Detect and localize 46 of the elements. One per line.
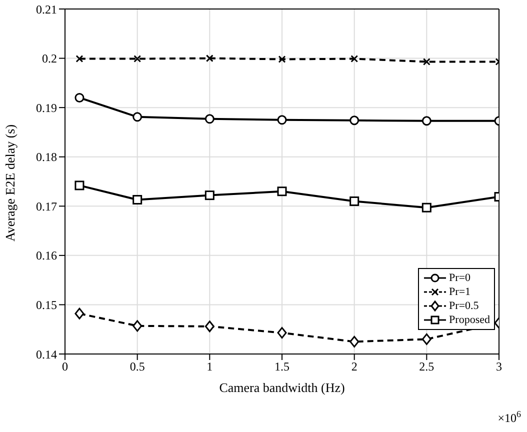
x-tick-label: 2 xyxy=(351,360,358,374)
y-tick-label: 0.15 xyxy=(36,298,57,312)
point xyxy=(278,56,286,64)
legend-label: Pr=0.5 xyxy=(449,300,479,312)
point xyxy=(277,327,287,339)
x-tick-label: 0 xyxy=(62,360,68,374)
y-tick-label: 0.14 xyxy=(36,347,57,362)
point xyxy=(277,115,287,125)
point xyxy=(350,196,360,206)
x-axis-title: Camera bandwidth (Hz) xyxy=(219,380,345,395)
x-tick-label: 2.5 xyxy=(419,360,434,374)
y-tick-label: 0.19 xyxy=(36,100,57,115)
point xyxy=(422,202,432,212)
point xyxy=(76,55,84,63)
x-tick-label: 1 xyxy=(206,360,213,374)
y-tick-label: 0.2 xyxy=(42,52,57,66)
point xyxy=(350,336,360,348)
point xyxy=(132,112,142,122)
point xyxy=(132,320,142,332)
y-tick-label: 0.16 xyxy=(36,248,57,263)
point xyxy=(422,116,432,126)
point xyxy=(204,320,214,332)
point xyxy=(74,308,84,320)
point xyxy=(422,333,432,345)
point xyxy=(204,114,214,124)
text: ×10$^{6}$ xyxy=(498,409,522,425)
point xyxy=(277,186,287,196)
point xyxy=(204,190,214,200)
y-tick-label: 0.21 xyxy=(36,2,57,16)
point xyxy=(134,55,142,63)
point xyxy=(74,180,84,190)
x-tick-label: 0.5 xyxy=(130,360,145,374)
point xyxy=(74,92,84,102)
legend-label: Proposed xyxy=(449,314,490,326)
point xyxy=(132,194,142,204)
point xyxy=(206,54,214,62)
y-tick-label: 0.17 xyxy=(36,199,57,214)
legend-label: Pr=0 xyxy=(449,272,471,284)
point xyxy=(350,116,360,126)
y-axis-title: Average E2E delay (s) xyxy=(2,124,18,242)
x-tick-label: 3 xyxy=(496,360,502,374)
point xyxy=(350,55,358,63)
y-tick-label: 0.18 xyxy=(36,150,57,164)
x-tick-label: 1.5 xyxy=(274,360,290,374)
legend-label: Pr=1 xyxy=(449,286,471,298)
point xyxy=(422,58,430,66)
